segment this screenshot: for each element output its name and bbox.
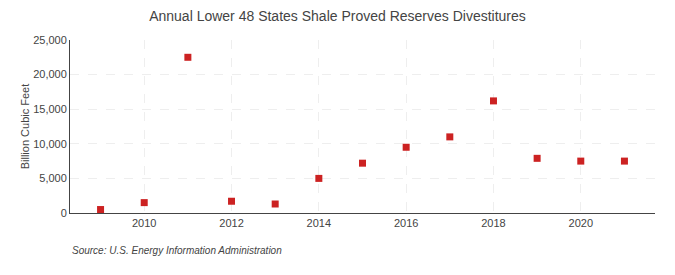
svg-text:2014: 2014 — [307, 217, 331, 229]
svg-text:Source: U.S. Energy Informatio: Source: U.S. Energy Information Administ… — [72, 245, 282, 256]
svg-text:Billion Cubic Feet: Billion Cubic Feet — [19, 84, 31, 170]
svg-text:10,000: 10,000 — [33, 138, 67, 150]
svg-text:25,000: 25,000 — [33, 34, 67, 46]
svg-text:20,000: 20,000 — [33, 68, 67, 80]
svg-text:2012: 2012 — [219, 217, 243, 229]
svg-text:2020: 2020 — [569, 217, 593, 229]
svg-text:5,000: 5,000 — [39, 172, 67, 184]
svg-text:2010: 2010 — [132, 217, 156, 229]
svg-text:15,000: 15,000 — [33, 103, 67, 115]
svg-text:2016: 2016 — [394, 217, 418, 229]
svg-text:0: 0 — [61, 207, 67, 219]
svg-text:2018: 2018 — [481, 217, 505, 229]
svg-text:Annual Lower 48 States Shale P: Annual Lower 48 States Shale Proved Rese… — [149, 8, 526, 24]
